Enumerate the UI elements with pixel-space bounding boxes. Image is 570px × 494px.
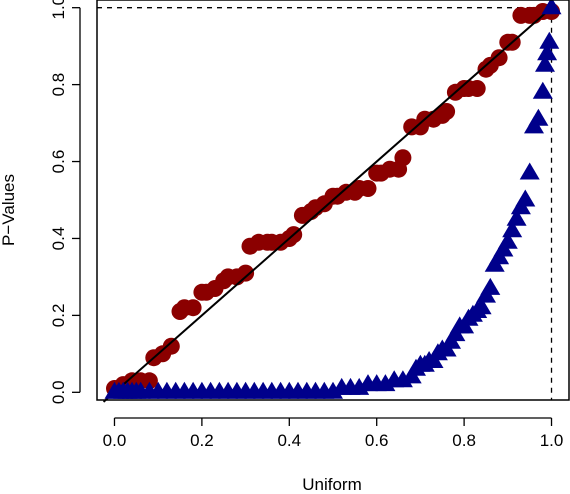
data-point-triangle: [506, 208, 527, 226]
data-point-circle: [394, 149, 412, 167]
x-axis-label: Uniform: [302, 475, 362, 494]
blue-triangle-series: [104, 0, 562, 399]
data-point-triangle: [537, 43, 558, 61]
data-point-triangle: [532, 81, 553, 99]
data-point-triangle: [471, 297, 492, 315]
y-tick-label: 0.4: [49, 227, 68, 251]
x-axis: 0.0 0.2 0.4 0.6 0.8 1.0: [103, 417, 564, 450]
data-point-circle: [490, 49, 508, 67]
data-point-triangle: [541, 0, 562, 15]
data-point-triangle: [535, 54, 555, 72]
data-point-circle: [438, 103, 456, 120]
data-point-triangle: [519, 162, 540, 180]
x-tick-label: 0.2: [190, 431, 214, 450]
y-tick-label: 0.2: [49, 304, 68, 328]
x-tick-label: 1.0: [540, 431, 564, 450]
plot-frame: [96, 0, 570, 401]
data-point-triangle: [502, 220, 523, 238]
x-tick-label: 0.8: [452, 431, 476, 450]
data-point-circle: [468, 80, 486, 97]
data-point-triangle: [539, 31, 560, 49]
y-tick-label: 0.6: [49, 150, 68, 174]
red-circle-series: [102, 3, 560, 403]
data-point-circle: [184, 299, 202, 317]
data-point-triangle: [480, 277, 501, 295]
y-axis-label: P−Values: [0, 174, 18, 246]
data-point-triangle: [497, 231, 518, 249]
x-tick-label: 0.6: [365, 431, 389, 450]
data-point-circle: [359, 180, 377, 197]
y-axis: 0.0 0.2 0.4 0.6 0.8 1.0: [49, 0, 81, 404]
data-point-triangle: [515, 189, 536, 207]
data-point-circle: [162, 337, 180, 355]
x-tick-label: 0.4: [277, 431, 301, 450]
y-tick-label: 0.8: [49, 73, 68, 97]
data-point-circle: [140, 372, 158, 390]
y-tick-label: 0.0: [49, 380, 68, 404]
data-point-circle: [237, 264, 255, 282]
x-tick-label: 0.0: [103, 431, 127, 450]
data-point-triangle: [528, 108, 549, 126]
reference-line: [102, 6, 553, 403]
y-tick-label: 1.0: [49, 0, 68, 20]
